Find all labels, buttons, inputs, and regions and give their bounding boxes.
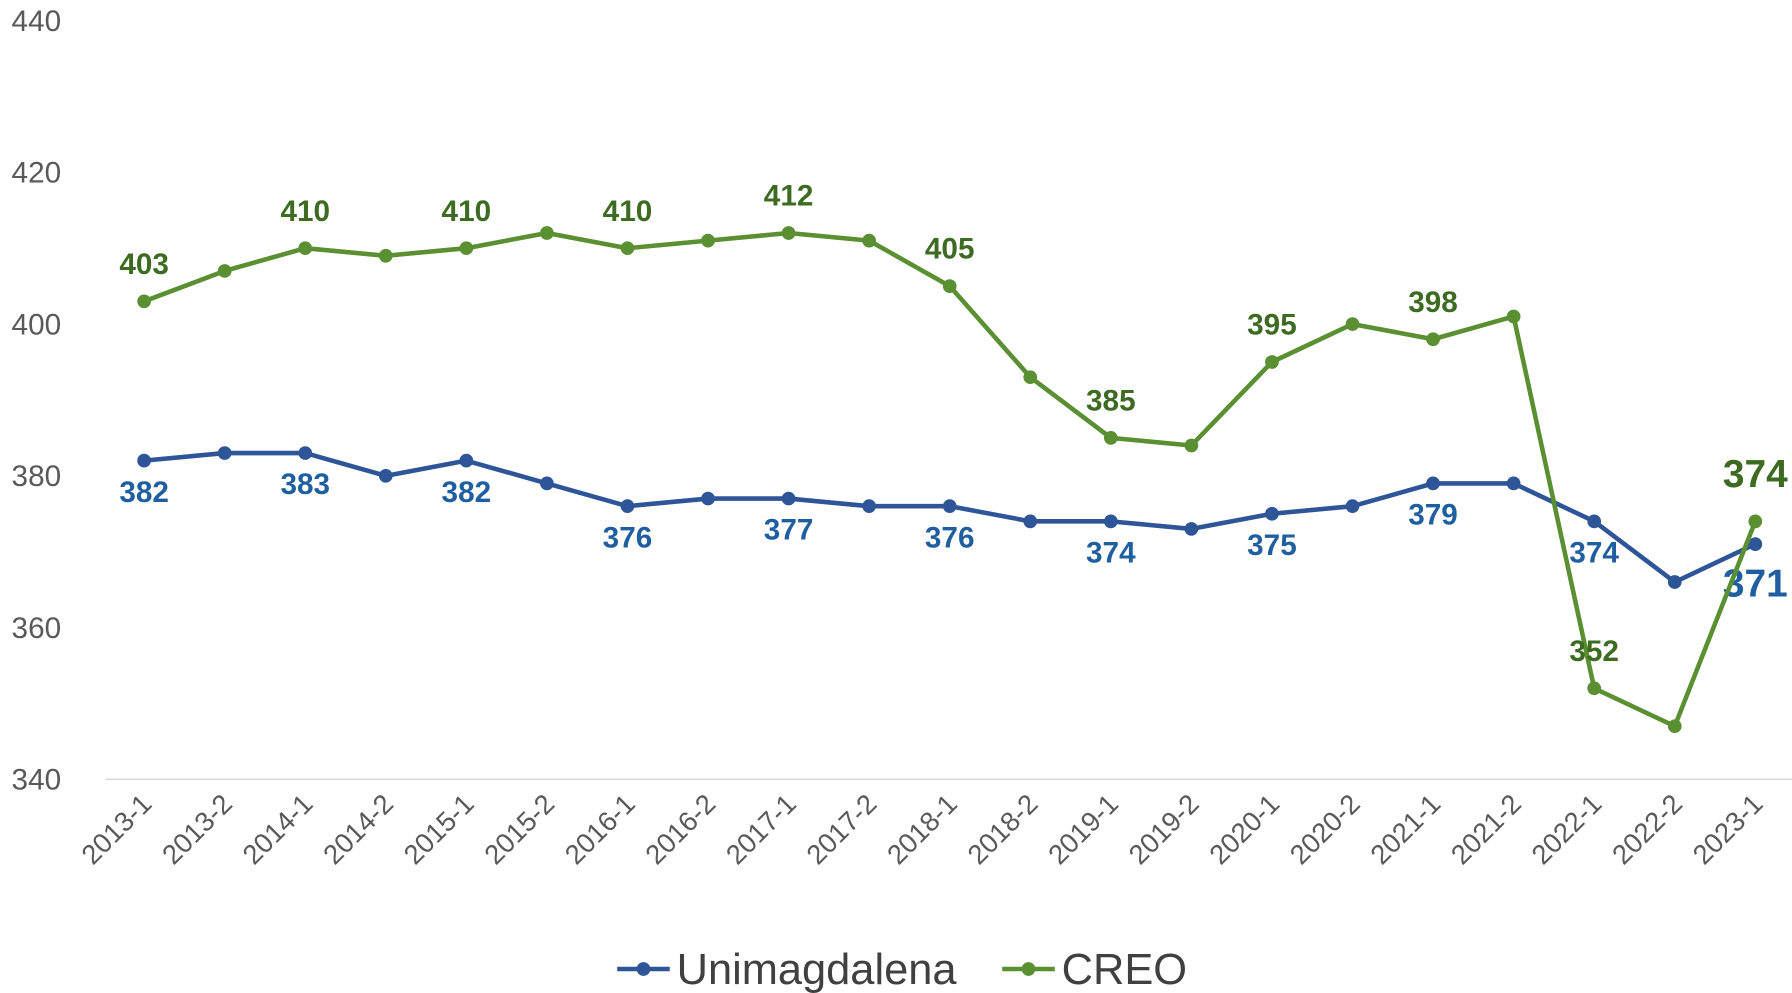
y-tick-label: 380 — [12, 460, 62, 493]
data-point — [217, 446, 232, 460]
x-tick-label: 2021-1 — [1364, 788, 1446, 870]
x-tick-label: 2016-1 — [559, 788, 641, 870]
x-tick-label: 2018-1 — [881, 788, 963, 870]
x-tick-label: 2020-1 — [1203, 788, 1285, 870]
data-label: 376 — [925, 521, 975, 554]
x-tick-label: 2013-1 — [75, 788, 157, 870]
data-point — [1748, 537, 1763, 551]
data-point — [862, 233, 877, 248]
data-point — [459, 241, 474, 256]
data-point — [1506, 309, 1521, 324]
data-point — [781, 491, 796, 506]
x-tick-label: 2023-1 — [1686, 788, 1768, 870]
y-tick-label: 440 — [12, 5, 62, 38]
x-tick-label: 2022-1 — [1525, 788, 1607, 870]
data-point — [1587, 681, 1602, 696]
data-point — [1184, 522, 1199, 536]
data-label: 395 — [1247, 309, 1297, 342]
data-point — [942, 279, 957, 293]
data-label: 385 — [1086, 384, 1136, 417]
data-point — [862, 499, 877, 514]
data-label: 374 — [1723, 453, 1788, 496]
legend-label: Unimagdalena — [677, 946, 958, 993]
data-label: 383 — [280, 468, 330, 501]
data-label: 374 — [1569, 536, 1619, 569]
y-tick-label: 360 — [12, 612, 62, 645]
data-point — [1103, 431, 1118, 445]
x-tick-label: 2022-2 — [1606, 788, 1688, 870]
data-point — [1023, 514, 1038, 529]
x-tick-label: 2014-2 — [317, 788, 399, 870]
data-label: 371 — [1723, 563, 1788, 606]
x-tick-label: 2013-2 — [156, 788, 238, 870]
x-tick-label: 2015-2 — [478, 788, 560, 870]
data-point — [1506, 476, 1521, 491]
x-tick-label: 2015-1 — [397, 788, 479, 870]
data-label: 410 — [280, 195, 330, 228]
data-label: 403 — [119, 248, 169, 281]
data-label: 375 — [1247, 529, 1297, 562]
data-label: 405 — [925, 233, 975, 266]
x-tick-label: 2017-1 — [720, 788, 802, 870]
data-point — [459, 453, 474, 468]
x-tick-label: 2016-2 — [639, 788, 721, 870]
legend-marker — [636, 962, 651, 976]
x-tick-label: 2021-2 — [1445, 788, 1527, 870]
data-point — [701, 491, 715, 506]
x-tick-label: 2014-1 — [236, 788, 318, 870]
data-point — [1667, 719, 1682, 734]
y-tick-label: 420 — [12, 157, 62, 190]
data-point — [298, 446, 313, 460]
y-tick-label: 340 — [12, 764, 62, 797]
data-label: 382 — [442, 476, 492, 509]
data-point — [1667, 575, 1682, 589]
data-point — [378, 468, 393, 483]
data-label: 382 — [119, 476, 169, 509]
data-point — [1265, 355, 1279, 369]
data-point — [137, 453, 151, 468]
data-label: 398 — [1408, 286, 1458, 319]
legend-label: CREO — [1062, 946, 1187, 993]
data-point — [1426, 332, 1440, 347]
data-point — [1748, 514, 1763, 529]
data-point — [1103, 514, 1118, 529]
data-point — [540, 476, 554, 491]
data-label: 410 — [442, 195, 492, 228]
data-point — [137, 294, 151, 309]
y-tick-label: 400 — [12, 308, 62, 341]
data-label: 410 — [603, 195, 653, 228]
data-point — [620, 241, 635, 256]
data-point — [620, 499, 635, 514]
data-label: 412 — [764, 180, 814, 213]
data-point — [298, 241, 313, 256]
legend-marker — [1021, 962, 1036, 976]
data-label: 377 — [764, 514, 814, 547]
data-point — [781, 226, 796, 240]
data-point — [1265, 506, 1279, 521]
data-point — [378, 248, 393, 263]
data-point — [540, 226, 554, 240]
x-tick-label: 2017-2 — [800, 788, 882, 870]
data-label: 379 — [1408, 499, 1458, 532]
x-tick-label: 2020-2 — [1284, 788, 1366, 870]
data-point — [701, 233, 715, 248]
data-point — [1345, 317, 1360, 331]
data-label: 376 — [603, 521, 653, 554]
data-point — [1587, 514, 1602, 529]
data-point — [217, 264, 232, 278]
data-label: 352 — [1569, 635, 1619, 668]
data-point — [1023, 370, 1038, 385]
x-tick-label: 2019-2 — [1123, 788, 1205, 870]
data-point — [1345, 499, 1360, 514]
x-tick-label: 2019-1 — [1042, 788, 1124, 870]
data-point — [942, 499, 957, 514]
data-point — [1184, 438, 1199, 453]
data-label: 374 — [1086, 536, 1136, 569]
data-point — [1426, 476, 1440, 491]
x-tick-label: 2018-2 — [961, 788, 1043, 870]
